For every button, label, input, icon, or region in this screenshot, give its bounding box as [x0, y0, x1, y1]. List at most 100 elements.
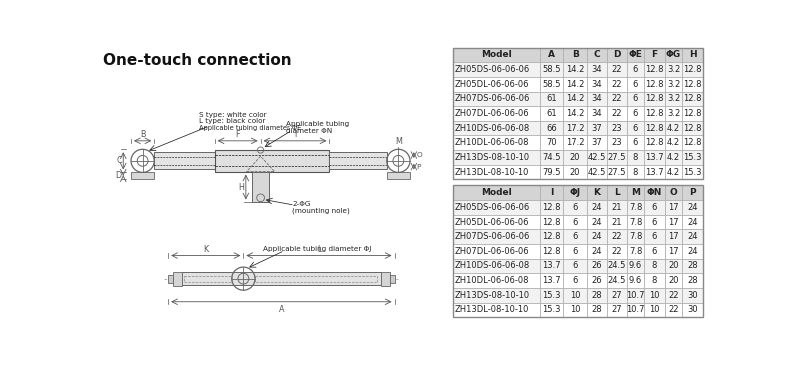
Bar — [665, 106, 682, 121]
Bar — [682, 77, 703, 92]
Text: 13.7: 13.7 — [542, 276, 561, 285]
Bar — [682, 92, 703, 106]
Text: K: K — [203, 245, 208, 254]
Text: 12.8: 12.8 — [542, 247, 561, 256]
Bar — [627, 215, 644, 229]
Text: 7.8: 7.8 — [629, 203, 642, 212]
Bar — [381, 272, 390, 285]
Bar — [644, 92, 665, 106]
Text: 34: 34 — [591, 95, 602, 103]
Text: 8: 8 — [652, 261, 658, 270]
Text: One-touch connection: One-touch connection — [103, 53, 292, 68]
Text: 12.8: 12.8 — [683, 109, 702, 118]
Text: F: F — [651, 50, 658, 59]
Text: 3.2: 3.2 — [667, 95, 680, 103]
Text: 6: 6 — [633, 80, 638, 89]
Bar — [607, 215, 627, 229]
Bar — [682, 165, 703, 179]
Text: O: O — [416, 152, 422, 158]
Text: 27: 27 — [612, 291, 622, 300]
Text: 30: 30 — [687, 291, 698, 300]
Text: 12.8: 12.8 — [646, 80, 664, 89]
Bar — [627, 150, 644, 165]
Bar — [607, 121, 627, 135]
Text: 66: 66 — [546, 124, 558, 132]
Text: M: M — [395, 137, 402, 146]
Text: 13.7: 13.7 — [542, 261, 561, 270]
Bar — [168, 275, 173, 283]
Text: 58.5: 58.5 — [542, 80, 561, 89]
Bar — [607, 288, 627, 303]
Bar — [586, 77, 607, 92]
Bar — [627, 200, 644, 215]
Text: ZH13DS-08-10-10: ZH13DS-08-10-10 — [455, 153, 530, 162]
Text: 14.2: 14.2 — [566, 95, 584, 103]
Text: 22: 22 — [612, 95, 622, 103]
Text: 23: 23 — [612, 124, 622, 132]
Text: 58.5: 58.5 — [542, 65, 561, 74]
Text: H: H — [689, 50, 696, 59]
Text: 34: 34 — [591, 65, 602, 74]
Text: 27.5: 27.5 — [608, 153, 626, 162]
Text: ΦG: ΦG — [666, 50, 681, 59]
Text: 27: 27 — [612, 306, 622, 314]
Bar — [563, 273, 586, 288]
Text: 12.8: 12.8 — [683, 124, 702, 132]
Bar — [627, 92, 644, 106]
Bar — [563, 62, 586, 77]
Bar — [682, 288, 703, 303]
Bar — [627, 273, 644, 288]
Bar — [184, 276, 232, 282]
Text: L type: black color: L type: black color — [199, 119, 266, 124]
Bar — [586, 229, 607, 244]
Text: 10.7: 10.7 — [626, 306, 645, 314]
Text: 7.8: 7.8 — [629, 218, 642, 227]
Bar — [607, 273, 627, 288]
Bar — [454, 229, 540, 244]
Bar — [644, 185, 665, 200]
Bar — [454, 303, 540, 317]
Bar — [665, 200, 682, 215]
Bar — [607, 106, 627, 121]
Bar — [563, 303, 586, 317]
Bar — [540, 150, 563, 165]
Text: L: L — [614, 188, 620, 197]
Bar — [586, 185, 607, 200]
Bar — [644, 121, 665, 135]
Bar — [665, 48, 682, 62]
Bar — [627, 135, 644, 150]
Text: 26: 26 — [591, 261, 602, 270]
Bar — [607, 229, 627, 244]
Text: D: D — [115, 171, 122, 180]
Bar — [644, 150, 665, 165]
Text: L: L — [317, 245, 321, 254]
Text: 17.2: 17.2 — [566, 138, 584, 147]
Text: 12.8: 12.8 — [646, 109, 664, 118]
Text: H: H — [238, 182, 244, 192]
Bar — [586, 303, 607, 317]
Text: 24: 24 — [591, 232, 602, 241]
Text: 4.2: 4.2 — [667, 168, 680, 177]
Bar — [665, 77, 682, 92]
Text: 79.5: 79.5 — [542, 168, 561, 177]
Text: 15.3: 15.3 — [542, 291, 561, 300]
Text: 12.8: 12.8 — [646, 124, 664, 132]
Text: S type: white color: S type: white color — [199, 112, 267, 118]
Bar — [682, 185, 703, 200]
Text: A: A — [548, 50, 555, 59]
Bar — [586, 244, 607, 259]
Text: 6: 6 — [572, 232, 578, 241]
Bar — [682, 244, 703, 259]
Bar — [454, 135, 540, 150]
Text: 15.3: 15.3 — [542, 306, 561, 314]
Text: B: B — [572, 50, 578, 59]
Text: Applicable tubing diameter ΦJ: Applicable tubing diameter ΦJ — [262, 246, 371, 251]
Bar — [182, 273, 381, 285]
Text: 6: 6 — [633, 65, 638, 74]
Text: 24: 24 — [687, 232, 698, 241]
Bar — [644, 288, 665, 303]
Text: 23: 23 — [612, 138, 622, 147]
Text: 24.5: 24.5 — [608, 261, 626, 270]
Bar — [563, 229, 586, 244]
Text: 24: 24 — [591, 247, 602, 256]
